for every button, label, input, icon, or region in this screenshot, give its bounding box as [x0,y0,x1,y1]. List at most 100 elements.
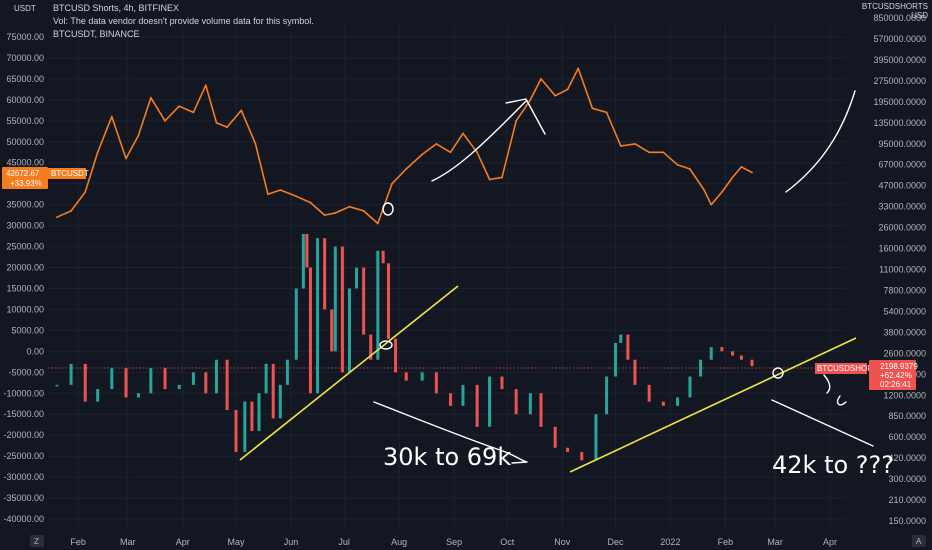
left-tick-label: 45000.00 [6,158,44,168]
right-tick-label: 135000.0000 [873,118,926,128]
shorts-candle [626,334,630,360]
btcusdt-data-point [226,126,229,129]
btcusdt-series-tag[interactable]: BTCUSDT [48,168,89,179]
btcusdt-data-point [566,88,569,91]
shorts-candle [449,393,453,406]
btcusdt-data-point [554,94,557,97]
volume-note: Vol: The data vendor doesn't provide vol… [53,16,314,26]
symbol-title[interactable]: BTCUSD Shorts, 4h, BITFINEX [53,3,180,13]
annotation-arrow-up [431,100,527,182]
btcusdt-price-series [56,67,753,225]
annotation-note-right: 42k to ??? [772,451,894,479]
left-tick-label: 30000.00 [6,221,44,231]
overlay-symbol[interactable]: BTCUSDT, BINANCE [53,29,140,39]
left-tick-label: 35000.00 [6,200,44,210]
left-tick-label: 25000.00 [6,242,44,252]
btcusdt-data-point [703,189,706,191]
right-tick-label: 150.0000 [888,516,926,526]
left-tick-label: -5000.00 [8,367,44,377]
shorts-candle [386,263,390,339]
shorts-candle [55,384,59,387]
btcusdt-data-point [279,189,282,191]
btcusdt-data-point [488,178,491,181]
shorts-candle [285,359,289,385]
right-tick-label: 850000.0000 [873,13,926,23]
shorts-candle [594,414,598,461]
time-tick-label: Apr [823,537,837,547]
left-axis-unit: USDT [14,4,36,13]
left-tick-label: 70000.00 [6,53,44,63]
shorts-candle [333,246,337,352]
shorts-series-tag[interactable]: BTCUSDSHORTS [815,363,883,374]
btcusdt-data-point [323,214,326,217]
btcusdt-data-point [540,78,542,80]
shorts-candle [355,267,359,289]
btcusdt-data-point [309,201,312,204]
shorts-candle [647,384,651,402]
shorts-candle [661,401,665,406]
trendline-upper[interactable] [239,285,459,461]
shorts-candle [514,389,518,415]
shorts-candle [362,267,366,335]
time-tick-label: Jul [338,537,350,547]
time-tick-label: Dec [607,537,624,547]
btcusdt-data-point [204,84,207,87]
shorts-candle [264,363,268,394]
btcusdt-data-point [435,142,438,145]
right-tick-label: 7800.0000 [883,285,926,295]
shorts-candle [110,368,114,390]
shorts-candle [676,397,680,406]
shorts-candle [69,363,73,385]
btcusdt-data-point [215,122,218,124]
trendline-lower[interactable] [569,337,857,473]
shorts-candle [566,447,570,452]
shorts-candle [605,376,609,415]
right-tick-label: 3800.0000 [883,327,926,337]
btcusdt-data-point [391,182,393,185]
time-axis[interactable]: Feb Mar Apr May Jun Jul Aug Sep Oct Nov Dec 2022 Feb… [70,537,837,547]
left-tick-label: 10000.00 [6,304,44,314]
left-tick-label: -30000.00 [3,472,44,482]
shorts-candle [250,401,254,431]
annotation-circle-breakout [382,202,394,216]
btcusdt-data-point [84,191,87,193]
shorts-value-badge[interactable]: 2198.9379 +62.42% 02:26:41 [869,360,918,390]
left-price-axis[interactable]: 75000.00 70000.00 65000.00 60000.00 55000.00… [3,32,44,524]
timezone-button[interactable]: Z [30,535,44,547]
shorts-candle [83,363,87,402]
shorts-candle [96,389,100,402]
shorts-candle [475,384,479,427]
right-axis-unit-shorts: BTCUSDSHORTS [861,2,928,11]
left-tick-label: -35000.00 [3,493,44,503]
shorts-candle [136,393,140,398]
btcusdt-price-badge[interactable]: 42672.67 +33.93% [2,167,48,189]
time-tick-label: Mar [120,537,136,547]
btcusdt-data-point [240,109,243,112]
left-tick-label: 65000.00 [6,74,44,84]
shorts-candle [688,376,692,398]
left-tick-label: 50000.00 [6,137,44,147]
shorts-candle [731,351,735,356]
btcusdt-data-point [266,193,269,196]
shorts-candle [124,368,128,398]
btcusdt-data-point [577,67,580,70]
right-tick-label: 195000.0000 [873,97,926,107]
shorts-candle [394,338,398,373]
btcusdt-data-point [149,96,152,99]
btcusdt-data-point [731,176,734,179]
right-tick-label: 2600.0000 [883,348,926,358]
right-tick-label: 300.0000 [888,474,926,484]
btcusdt-data-point [164,119,166,122]
auto-scale-button[interactable]: A [912,535,926,547]
shorts-candle [376,250,380,360]
grid-lines [48,27,846,529]
shorts-change: +62.42% [880,371,912,380]
shorts-series [55,233,754,461]
btcusdt-data-point [405,168,408,170]
right-tick-label: 47000.0000 [878,181,926,191]
right-tick-label: 5400.0000 [883,306,926,316]
time-tick-label: Feb [70,537,86,547]
right-log-axis[interactable]: 850000.0000 570000.0000 395000.0000 275000.… [873,13,926,526]
time-tick-label: Mar [767,537,783,547]
